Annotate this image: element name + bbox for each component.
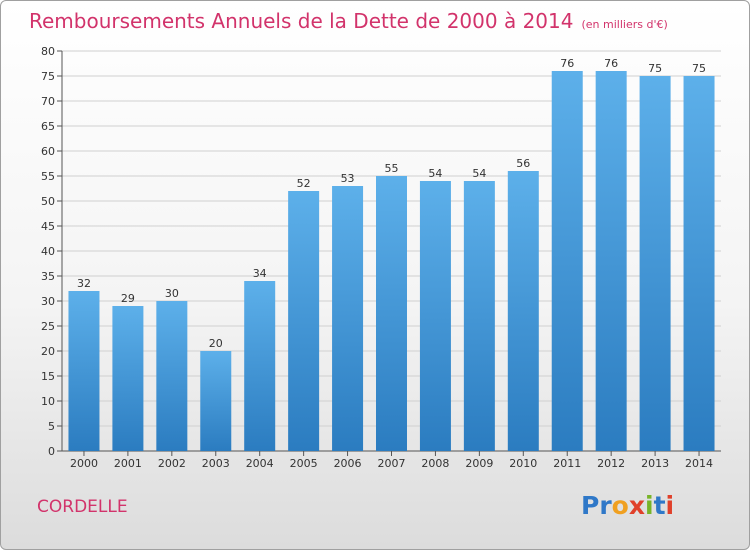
logo-letter: i <box>665 491 675 520</box>
bar <box>463 181 495 451</box>
x-tick-label: 2002 <box>158 457 186 470</box>
bar <box>639 76 671 451</box>
y-tick-label: 55 <box>41 170 55 183</box>
y-tick-label: 20 <box>41 345 55 358</box>
bar <box>419 181 451 451</box>
y-tick-label: 25 <box>41 320 55 333</box>
bar <box>332 186 364 451</box>
bar-value-label: 75 <box>692 62 706 75</box>
y-tick-label: 75 <box>41 70 55 83</box>
bar-value-label: 54 <box>428 167 442 180</box>
bar-value-label: 76 <box>604 57 618 70</box>
x-tick-label: 2010 <box>509 457 537 470</box>
bar <box>112 306 144 451</box>
logo-letter: i <box>645 491 654 520</box>
chart-subtitle: (en milliers d'€) <box>581 18 668 31</box>
bar <box>156 301 188 451</box>
y-tick-label: 15 <box>41 370 55 383</box>
y-tick-label: 80 <box>41 45 55 58</box>
y-tick-label: 50 <box>41 195 55 208</box>
town-name: CORDELLE <box>37 497 128 517</box>
y-tick-label: 10 <box>41 395 55 408</box>
chart-title-text: Remboursements Annuels de la Dette de 20… <box>29 9 574 33</box>
y-tick-label: 35 <box>41 270 55 283</box>
x-tick-label: 2008 <box>421 457 449 470</box>
bar-value-label: 56 <box>516 157 530 170</box>
bar-value-label: 34 <box>253 267 267 280</box>
bar <box>595 71 627 451</box>
x-tick-label: 2000 <box>70 457 98 470</box>
logo-letter: r <box>599 491 612 520</box>
y-tick-label: 5 <box>48 420 55 433</box>
proxiti-logo: Proxiti <box>581 491 674 520</box>
bar-value-label: 32 <box>77 277 91 290</box>
y-tick-label: 0 <box>48 445 55 458</box>
x-tick-label: 2012 <box>597 457 625 470</box>
x-tick-label: 2011 <box>553 457 581 470</box>
bar-value-label: 30 <box>165 287 179 300</box>
x-tick-label: 2014 <box>685 457 713 470</box>
x-tick-label: 2005 <box>290 457 318 470</box>
bar <box>68 291 100 451</box>
y-tick-label: 40 <box>41 245 55 258</box>
bar <box>244 281 276 451</box>
y-tick-label: 45 <box>41 220 55 233</box>
x-tick-label: 2001 <box>114 457 142 470</box>
bar <box>288 191 320 451</box>
x-tick-label: 2009 <box>465 457 493 470</box>
bar <box>683 76 715 451</box>
logo-letter: x <box>628 491 645 520</box>
bar-value-label: 53 <box>341 172 355 185</box>
x-tick-label: 2013 <box>641 457 669 470</box>
bar-value-label: 76 <box>560 57 574 70</box>
y-tick-label: 60 <box>41 145 55 158</box>
logo-letter: P <box>581 491 600 520</box>
x-tick-label: 2004 <box>246 457 274 470</box>
bar <box>507 171 539 451</box>
y-tick-label: 30 <box>41 295 55 308</box>
y-tick-label: 65 <box>41 120 55 133</box>
x-tick-label: 2007 <box>378 457 406 470</box>
bar-value-label: 55 <box>385 162 399 175</box>
bar-value-label: 54 <box>472 167 486 180</box>
logo-letter: t <box>653 491 666 520</box>
bar-value-label: 75 <box>648 62 662 75</box>
bar-value-label: 20 <box>209 337 223 350</box>
chart-title: Remboursements Annuels de la Dette de 20… <box>29 9 668 33</box>
y-tick-label: 70 <box>41 95 55 108</box>
bar-value-label: 29 <box>121 292 135 305</box>
bar <box>551 71 583 451</box>
bar-value-label: 52 <box>297 177 311 190</box>
bar <box>200 351 232 451</box>
logo-letter: o <box>611 491 629 520</box>
x-tick-label: 2006 <box>334 457 362 470</box>
bar <box>376 176 407 451</box>
x-tick-label: 2003 <box>202 457 230 470</box>
